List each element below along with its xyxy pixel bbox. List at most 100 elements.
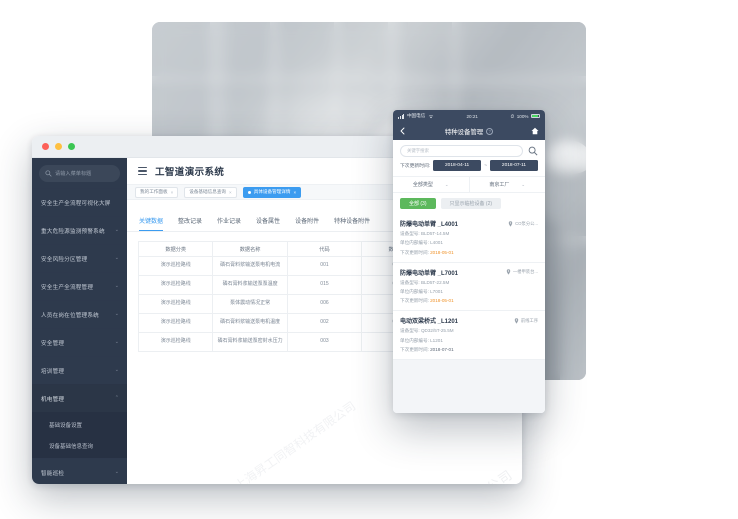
internal-no-label: 单位内部编号: [400,288,429,294]
maximize-window-button[interactable] [68,143,75,150]
sidebar-menu: 安全生产全流程可视化大屏 重大危险源监测预警系统 ⌄ 安全风险分区管理 ⌄ 安全… [32,188,127,484]
sidebar-subitem-0[interactable]: 基础设备设置 [32,414,127,435]
sidebar-item-label: 培训管理 [41,368,65,375]
next-update-label: 下次更新时间: [400,249,429,255]
factory-select[interactable]: 南京工厂 ⌄ [468,177,546,192]
sidebar-item-2[interactable]: 安全风险分区管理 ⌄ [32,244,127,272]
mobile-device-list: 防爆电动单臂 _L4001 CO泵分公... 设备型号: BLD5T-14.5M… [393,214,545,413]
sidebar-item-label: 安全生产全流程管理 [41,284,94,291]
location-pin-icon [514,317,519,324]
minimize-window-button[interactable] [55,143,62,150]
close-window-button[interactable] [42,143,49,150]
device-title: 防爆电动单臂 _L4001 [400,222,459,228]
cell-category: 演示巡检路线 [137,332,214,352]
start-date-picker[interactable]: 2018-04-11 [433,160,482,171]
mobile-date-filter: 下次更新时间: 2018-04-11 ~ 2018-07-11 [393,160,545,176]
tab-rectification-records[interactable]: 整改记录 [178,219,203,225]
device-location: CO泵分公... [508,221,538,227]
sidebar-item-0[interactable]: 安全生产全流程可视化大屏 [32,188,127,216]
close-tab-icon[interactable]: × [229,189,232,195]
device-card-2[interactable]: 电动双梁桥式 _L1201 前线工序 设备型号: QD32/5T-25.5M 单… [393,311,545,360]
sidebar-item-8[interactable]: 智能巡检 ⌄ [32,458,127,484]
close-tab-icon[interactable]: × [293,189,297,195]
device-location-label: CO泵分公... [515,220,538,226]
sidebar: 请输入菜单标题 安全生产全流程可视化大屏 重大危险源监测预警系统 ⌄ 安全风险分… [32,158,127,484]
device-location: 前线工序 [514,318,538,324]
open-tab-label: 设备基础信息查询 [189,189,227,194]
cell-name: 磷石膏料浆输送泵电机温度 [212,313,288,333]
search-icon[interactable] [528,146,538,156]
tab-device-attachments[interactable]: 设备附件 [295,219,320,225]
sidebar-item-6[interactable]: 培训管理 ⌄ [32,356,127,384]
chevron-down-icon: ⌄ [521,181,526,187]
device-internal-no: L4001 [430,240,443,246]
mobile-page-title: 特种设备管理 [444,128,484,136]
device-internal-no: L1201 [430,337,443,343]
sidebar-item-label: 安全风险分区管理 [41,256,88,263]
home-icon[interactable] [531,127,539,135]
sidebar-item-3[interactable]: 安全生产全流程管理 ⌄ [32,272,127,300]
tab-device-attributes[interactable]: 设备属性 [256,219,281,225]
cell-code: 002 [286,313,363,333]
sidebar-item-label: 安全管理 [41,340,65,347]
chevron-down-icon: ⌄ [114,227,119,233]
sidebar-item-label: 机电管理 [41,396,65,403]
device-card-1[interactable]: 防爆电动单臂 _L7001 一楼甲装台... 设备型号: BLD5T-22.5M… [393,262,545,312]
close-tab-icon[interactable]: × [170,189,174,195]
chip-inspection-only[interactable]: 只显示临检设备 (2) [440,198,502,209]
device-title: 电动双梁桥式 _L1201 [400,319,459,326]
help-icon[interactable]: ? [486,127,494,135]
next-update-label: 下次更新时间: [400,298,429,304]
cell-category: 演示巡检路线 [137,313,214,333]
type-select-value: 全部类型 [412,182,433,188]
location-pin-icon [506,269,511,275]
model-label: 设备型号: [400,279,420,285]
cell-code: 015 [286,275,363,295]
back-arrow-icon[interactable] [399,127,407,135]
sidebar-item-1[interactable]: 重大危险源监测预警系统 ⌄ [32,216,127,244]
sidebar-item-4[interactable]: 人员在岗在位管理系统 ⌄ [32,300,127,328]
open-tab-1[interactable]: 设备基础信息查询 × [184,186,237,198]
mobile-chip-row: 全部 (3) 只显示临检设备 (2) [393,193,545,214]
sidebar-item-5[interactable]: 安全管理 ⌄ [32,328,127,356]
device-card-0[interactable]: 防爆电动单臂 _L4001 CO泵分公... 设备型号: BLD5T-14.5M… [393,214,545,263]
device-next-update: 2018-07-01 [430,346,454,352]
sidebar-item-label: 人员在岗在位管理系统 [41,312,99,319]
cell-name: 泵体震动情况正常 [212,294,288,314]
internal-no-label: 单位内部编号: [400,240,429,246]
cell-name: 磷石膏料浆输送泵电机电流 [212,256,288,276]
tab-key-data[interactable]: 关键数据 [139,216,164,231]
chevron-down-icon: ⌄ [114,339,119,345]
device-next-update: 2018-05-01 [430,298,454,304]
end-date-picker[interactable]: 2018-07-11 [490,160,539,171]
page-title: 工智道演示系统 [155,167,225,178]
mobile-search-placeholder: 关键字搜索 [407,148,429,153]
open-tab-2[interactable]: 具体设备管理详情 × [242,186,302,198]
active-tab-dot-icon [247,190,251,194]
mobile-status-bar: 中国电信 20:21 ⏱ 100% [393,110,545,122]
factory-select-value: 南京工厂 [489,182,510,188]
open-tab-0[interactable]: 我的工作面板 × [135,186,179,198]
mobile-search-input[interactable]: 关键字搜索 [400,145,523,157]
chevron-down-icon: ⌄ [114,367,119,373]
date-range-separator: ~ [484,162,488,169]
chip-all[interactable]: 全部 (3) [400,198,436,209]
column-header-name: 数据名称 [212,241,288,257]
sidebar-subitem-label: 设备基础信息查询 [49,443,94,450]
open-tab-label: 我的工作面板 [140,189,168,194]
cell-category: 演示巡检路线 [137,256,214,276]
sidebar-search[interactable]: 请输入菜单标题 [39,165,120,182]
device-title: 防爆电动单臂 _L7001 [400,270,459,277]
sidebar-item-7[interactable]: 机电管理 ⌃ [32,384,127,412]
hamburger-icon[interactable] [138,167,147,175]
tab-special-device-attachments[interactable]: 特种设备附件 [334,219,371,225]
tab-operation-records[interactable]: 作业记录 [217,219,242,225]
model-label: 设备型号: [400,328,420,334]
search-icon [45,170,52,177]
sidebar-item-label: 智能巡检 [41,470,65,477]
device-location-label: 一楼甲装台... [512,269,538,275]
type-select[interactable]: 全部类型 ⌄ [393,177,469,192]
sidebar-subitem-1[interactable]: 设备基础信息查询 [32,435,127,456]
signal-icon [398,113,405,119]
